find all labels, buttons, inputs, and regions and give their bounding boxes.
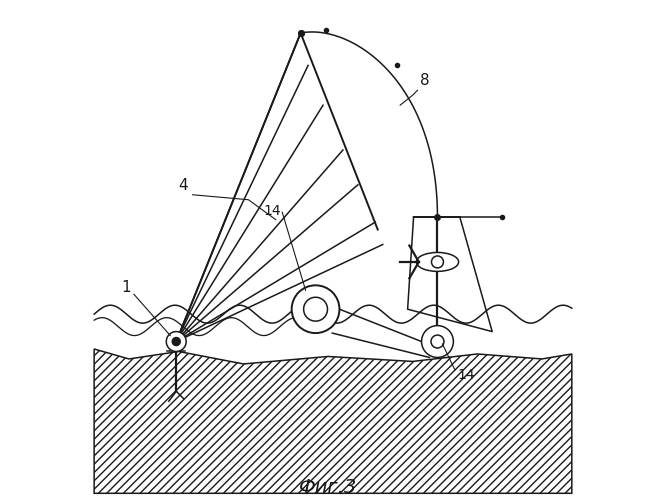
Text: 14: 14 [263,204,281,218]
Circle shape [173,338,180,345]
Circle shape [292,286,339,333]
Circle shape [422,326,453,358]
Text: 8: 8 [420,74,430,88]
Ellipse shape [417,252,459,272]
Text: Фиг.3: Фиг.3 [299,478,357,497]
Text: 1: 1 [121,280,131,295]
Circle shape [432,256,443,268]
Circle shape [166,332,186,351]
Polygon shape [94,349,572,494]
Text: 4: 4 [178,178,188,193]
Text: 14: 14 [457,368,475,382]
